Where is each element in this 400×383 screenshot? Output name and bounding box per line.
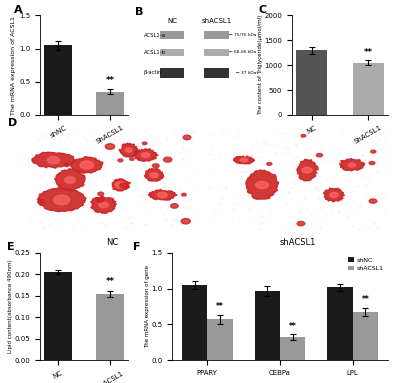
Bar xyxy=(96,293,124,360)
Circle shape xyxy=(47,157,59,164)
Polygon shape xyxy=(339,159,365,171)
Bar xyxy=(327,287,353,360)
Polygon shape xyxy=(54,169,85,191)
Y-axis label: The mRNA expression of gene: The mRNA expression of gene xyxy=(145,265,150,348)
Legend: shNC, shACSL1: shNC, shACSL1 xyxy=(347,256,385,272)
FancyBboxPatch shape xyxy=(160,49,184,56)
Circle shape xyxy=(369,199,377,203)
Circle shape xyxy=(170,204,178,208)
Bar xyxy=(207,319,233,360)
Bar xyxy=(280,337,306,360)
Circle shape xyxy=(267,162,272,165)
Polygon shape xyxy=(233,156,254,164)
Text: A: A xyxy=(14,5,22,15)
Circle shape xyxy=(164,157,172,162)
Text: NC: NC xyxy=(167,18,177,24)
Bar xyxy=(182,285,207,360)
Text: **: ** xyxy=(216,303,224,311)
Circle shape xyxy=(256,182,268,188)
Circle shape xyxy=(330,193,338,197)
Circle shape xyxy=(96,198,104,202)
Circle shape xyxy=(158,192,167,198)
Polygon shape xyxy=(144,169,164,182)
Circle shape xyxy=(118,159,123,162)
Text: ACSL1-a: ACSL1-a xyxy=(144,33,166,38)
Text: NC: NC xyxy=(106,238,118,247)
Circle shape xyxy=(297,221,305,226)
Circle shape xyxy=(142,153,150,157)
Circle shape xyxy=(316,154,322,157)
Circle shape xyxy=(302,167,312,173)
Polygon shape xyxy=(148,190,177,200)
FancyBboxPatch shape xyxy=(204,31,229,39)
Text: **: ** xyxy=(362,295,369,304)
Bar xyxy=(353,312,378,360)
Circle shape xyxy=(98,192,104,196)
Polygon shape xyxy=(71,157,103,173)
Bar xyxy=(96,92,124,115)
Text: **: ** xyxy=(364,48,373,57)
Polygon shape xyxy=(246,170,278,199)
Circle shape xyxy=(130,158,134,160)
Circle shape xyxy=(240,158,248,162)
Polygon shape xyxy=(38,188,86,211)
Circle shape xyxy=(65,177,75,183)
Circle shape xyxy=(371,150,376,153)
Circle shape xyxy=(183,135,191,140)
Y-axis label: The mRNA expression of ACSL1: The mRNA expression of ACSL1 xyxy=(11,16,16,115)
Bar xyxy=(254,291,280,360)
Text: E: E xyxy=(6,242,14,252)
Circle shape xyxy=(54,195,70,205)
Y-axis label: The content of Triglyceride(μmol/ml): The content of Triglyceride(μmol/ml) xyxy=(258,15,263,115)
Circle shape xyxy=(65,163,68,165)
Text: D: D xyxy=(8,118,17,128)
Text: ← 37 kDa: ← 37 kDa xyxy=(236,71,256,75)
Circle shape xyxy=(301,134,306,137)
Circle shape xyxy=(38,200,44,204)
Circle shape xyxy=(80,161,94,169)
Circle shape xyxy=(99,202,108,208)
Text: B: B xyxy=(135,7,144,17)
Bar xyxy=(296,50,327,115)
Circle shape xyxy=(126,148,132,152)
Y-axis label: Lipid content(absorbance 490nm): Lipid content(absorbance 490nm) xyxy=(8,260,13,353)
Circle shape xyxy=(150,173,158,177)
Polygon shape xyxy=(323,188,344,202)
Polygon shape xyxy=(297,159,318,181)
Text: shACSL1: shACSL1 xyxy=(202,18,232,24)
Text: ACSL1-b: ACSL1-b xyxy=(144,50,166,55)
Text: **: ** xyxy=(105,76,114,85)
Circle shape xyxy=(115,182,126,188)
Bar xyxy=(44,45,72,115)
FancyBboxPatch shape xyxy=(160,68,184,77)
Text: shACSL1: shACSL1 xyxy=(280,238,316,247)
Circle shape xyxy=(120,183,128,188)
Polygon shape xyxy=(119,143,139,157)
Circle shape xyxy=(142,142,147,145)
Polygon shape xyxy=(112,179,131,191)
Text: ← 75/76 kDa: ← 75/76 kDa xyxy=(229,33,256,37)
Text: C: C xyxy=(258,5,266,15)
FancyBboxPatch shape xyxy=(160,31,184,39)
Polygon shape xyxy=(91,196,116,213)
Bar xyxy=(353,62,384,115)
Polygon shape xyxy=(32,152,74,168)
Circle shape xyxy=(182,193,186,196)
Circle shape xyxy=(348,163,356,167)
FancyBboxPatch shape xyxy=(204,49,229,56)
Circle shape xyxy=(369,162,375,165)
Text: ← 68.06 kDa: ← 68.06 kDa xyxy=(229,50,256,54)
Circle shape xyxy=(105,144,115,149)
Text: β-actin: β-actin xyxy=(144,70,162,75)
Circle shape xyxy=(152,164,159,168)
Text: **: ** xyxy=(289,322,297,331)
Text: **: ** xyxy=(105,277,114,286)
Bar xyxy=(44,272,72,360)
Circle shape xyxy=(181,219,190,224)
Polygon shape xyxy=(134,149,158,161)
FancyBboxPatch shape xyxy=(204,68,229,77)
Text: F: F xyxy=(133,242,141,252)
